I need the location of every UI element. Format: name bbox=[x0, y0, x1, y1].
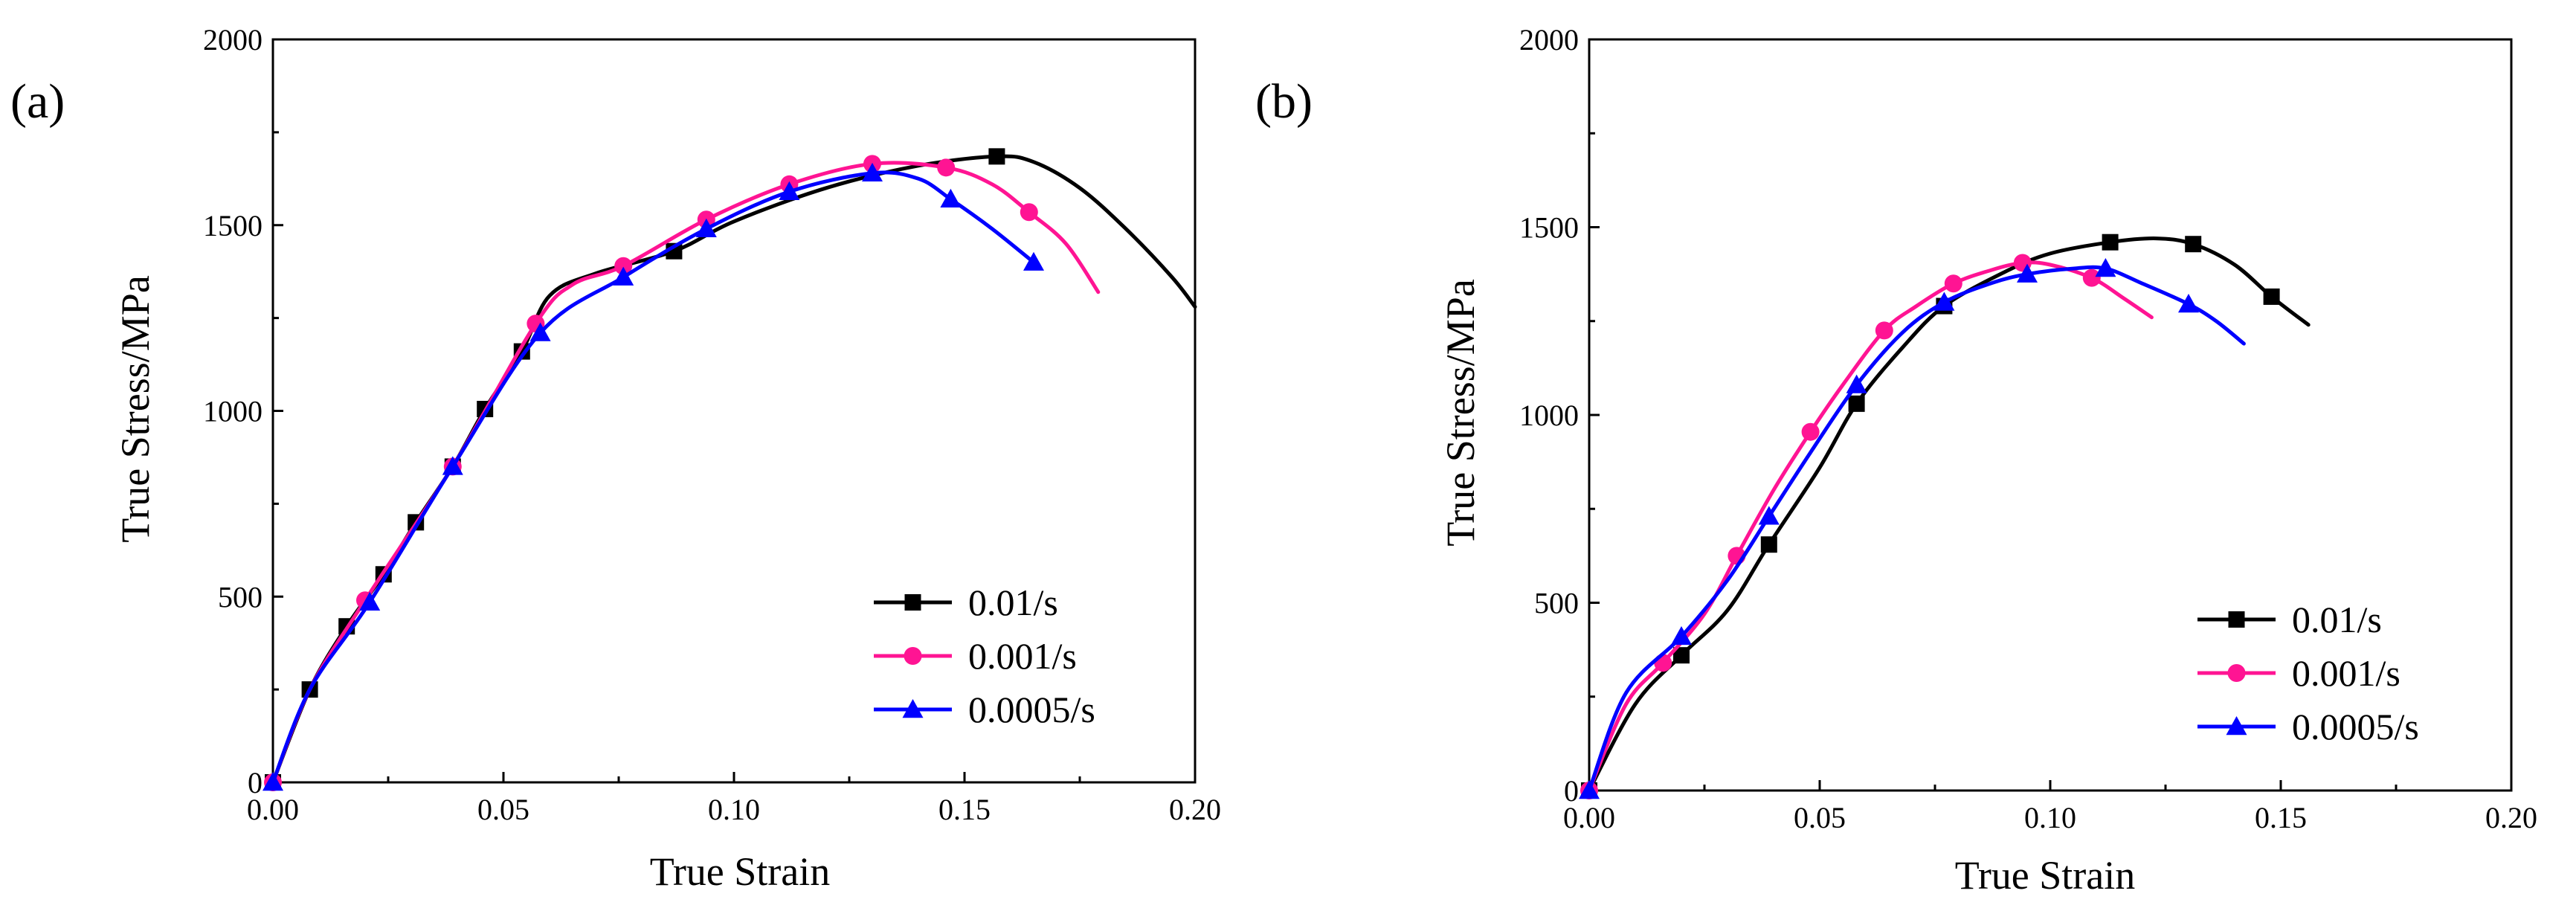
y-axis-title: True Stress/MPa bbox=[1438, 279, 1483, 547]
axis-ticks: 0.00 0.05 0.10 0.15 0.20 0 500 1000 1500 2000 bbox=[1519, 23, 2537, 834]
series-0-marker bbox=[2185, 236, 2202, 253]
x-tick-label: 0.20 bbox=[1169, 793, 1221, 826]
series-2-marker bbox=[1846, 374, 1867, 393]
series-0-marker bbox=[2263, 288, 2280, 305]
y-tick-label: 1000 bbox=[203, 395, 263, 428]
legend: 0.01/s 0.001/s 0.0005/s bbox=[874, 582, 1095, 730]
series-0-marker bbox=[1673, 647, 1690, 664]
series-0-marker bbox=[2102, 234, 2119, 251]
series-1-marker bbox=[937, 158, 956, 177]
chart-panel-a: (a) True Stress/MPa True Strain 0.00 0.05… bbox=[10, 23, 1221, 894]
series-1-marker bbox=[1944, 274, 1962, 293]
series-2-marker bbox=[2226, 716, 2247, 735]
legend-label: 0.01/s bbox=[968, 582, 1058, 623]
y-tick-label: 1500 bbox=[203, 209, 263, 242]
y-tick-label: 1000 bbox=[1519, 399, 1579, 432]
y-tick-label: 0 bbox=[1564, 774, 1579, 808]
series-2-marker bbox=[862, 162, 883, 182]
y-tick-label: 0 bbox=[248, 766, 263, 799]
series-layer bbox=[1579, 234, 2311, 799]
x-tick-label: 0.10 bbox=[2024, 801, 2076, 834]
series-2-marker bbox=[1023, 251, 1044, 271]
legend-label: 0.001/s bbox=[968, 635, 1077, 677]
legend-label: 0.001/s bbox=[2292, 652, 2400, 694]
panel-label: (a) bbox=[10, 74, 65, 129]
series-0-marker bbox=[988, 148, 1005, 165]
series-2-marker bbox=[1933, 292, 1955, 311]
x-tick-label: 0.15 bbox=[2255, 801, 2307, 834]
y-tick-label: 1500 bbox=[1519, 211, 1579, 245]
panel-label: (b) bbox=[1255, 74, 1313, 129]
series-1-marker bbox=[2227, 664, 2246, 682]
series-2-marker bbox=[2178, 294, 2199, 313]
series-2-marker bbox=[940, 188, 962, 207]
x-tick-label: 0.00 bbox=[1563, 801, 1615, 834]
y-tick-label: 500 bbox=[218, 580, 263, 614]
x-axis-title: True Strain bbox=[1955, 853, 2136, 898]
x-tick-label: 0.00 bbox=[247, 793, 299, 826]
series-line bbox=[1587, 260, 2154, 793]
legend-label: 0.01/s bbox=[2292, 599, 2382, 640]
series-2-marker bbox=[779, 181, 800, 200]
series-2-marker bbox=[529, 322, 551, 341]
x-tick-label: 0.10 bbox=[708, 793, 760, 826]
series-0-marker bbox=[2228, 611, 2245, 628]
x-tick-label: 0.20 bbox=[2485, 801, 2537, 834]
y-tick-label: 2000 bbox=[1519, 23, 1579, 57]
series-1-marker bbox=[1801, 422, 1820, 441]
series-2-marker bbox=[442, 456, 463, 475]
y-tick-label: 500 bbox=[1534, 587, 1579, 620]
series-layer bbox=[263, 148, 1197, 791]
series-1-marker bbox=[2082, 268, 2101, 287]
series-1-marker bbox=[1875, 321, 1893, 340]
series-2-marker bbox=[2017, 263, 2038, 283]
series-0-marker bbox=[1848, 395, 1865, 412]
series-1-marker bbox=[614, 257, 633, 275]
series-line bbox=[1587, 265, 2246, 793]
chart-panel-b: (b) True Stress/MPa True Strain 0.00 0.05… bbox=[1255, 23, 2537, 898]
series-0-marker bbox=[904, 594, 921, 611]
series-1-marker bbox=[1020, 203, 1038, 222]
y-tick-label: 2000 bbox=[203, 23, 263, 57]
x-tick-label: 0.15 bbox=[938, 793, 991, 826]
series-2-marker bbox=[902, 699, 924, 718]
series-1-marker bbox=[904, 647, 922, 665]
legend-label: 0.0005/s bbox=[968, 689, 1095, 730]
series-2-marker bbox=[695, 218, 717, 237]
series-2-marker bbox=[1758, 506, 1780, 525]
series-line bbox=[271, 170, 1036, 785]
y-axis-title: True Stress/MPa bbox=[113, 275, 158, 543]
axis-ticks: 0.00 0.05 0.10 0.15 0.20 0 500 1000 1500 2000 bbox=[203, 23, 1221, 826]
series-line bbox=[1587, 236, 2311, 793]
series-line bbox=[271, 161, 1101, 785]
series-2-marker bbox=[2095, 258, 2116, 277]
x-tick-label: 0.05 bbox=[477, 793, 529, 826]
legend: 0.01/s 0.001/s 0.0005/s bbox=[2197, 599, 2419, 747]
series-1-marker bbox=[1654, 654, 1672, 672]
series-2-marker bbox=[1579, 780, 1600, 799]
x-axis-title: True Strain bbox=[650, 849, 831, 894]
legend-label: 0.0005/s bbox=[2292, 706, 2419, 747]
series-2-marker bbox=[1671, 625, 1692, 646]
series-2-marker bbox=[613, 266, 634, 286]
series-2-marker bbox=[359, 591, 381, 611]
series-2-marker bbox=[263, 772, 283, 791]
x-tick-label: 0.05 bbox=[1794, 801, 1846, 834]
series-0-marker bbox=[1760, 536, 1777, 553]
